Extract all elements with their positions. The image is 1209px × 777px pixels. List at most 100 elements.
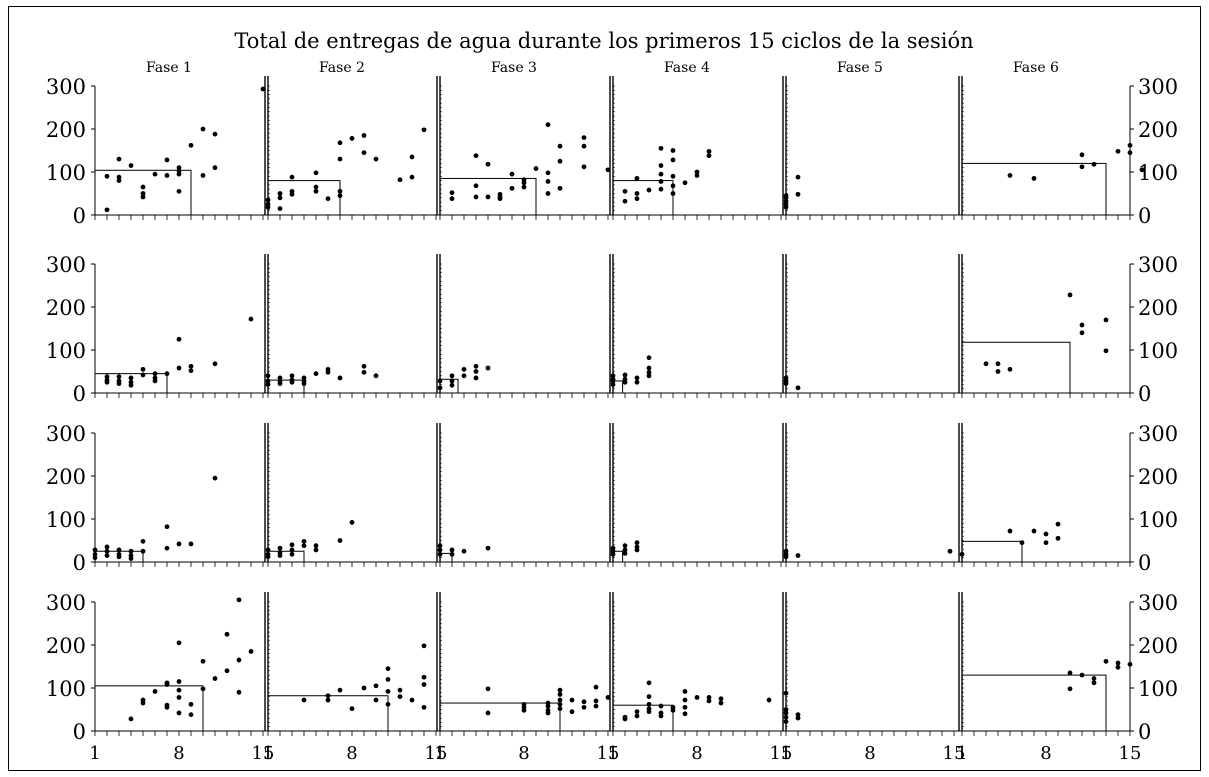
data-point: [1031, 176, 1037, 181]
data-point: [337, 193, 343, 199]
data-point: [1067, 670, 1073, 676]
mean-box: [439, 702, 561, 732]
x-tick-label: 1: [780, 743, 791, 764]
data-point: [397, 687, 403, 693]
data-point: [385, 689, 391, 694]
data-point: [473, 363, 479, 369]
data-point: [533, 166, 539, 171]
data-point: [289, 191, 295, 197]
data-point: [313, 543, 319, 549]
data-point: [449, 547, 455, 553]
y-tick-label-left: 300: [46, 422, 86, 446]
data-point: [658, 186, 664, 192]
data-point: [670, 148, 676, 153]
panel-title: Fase 3: [491, 60, 537, 76]
data-point: [236, 597, 242, 603]
data-point: [325, 369, 331, 375]
x-tick-label: 15: [425, 743, 448, 764]
data-point: [385, 677, 391, 682]
data-point: [1115, 148, 1121, 154]
data-point: [646, 709, 652, 715]
data-point: [385, 666, 391, 672]
data-point: [485, 194, 491, 200]
y-tick-label-left: 0: [73, 720, 86, 744]
y-tick-label-left: 100: [46, 161, 86, 185]
data-point: [176, 679, 182, 684]
data-point: [509, 185, 515, 191]
data-point: [385, 701, 391, 707]
data-point: [260, 86, 266, 92]
data-point: [224, 668, 230, 674]
x-tick-label: 1: [89, 743, 100, 764]
data-point: [461, 548, 467, 554]
data-point: [1127, 661, 1133, 667]
data-point: [783, 707, 789, 712]
data-point: [473, 153, 479, 159]
data-point: [634, 379, 640, 385]
data-point: [128, 382, 134, 388]
data-point: [140, 548, 146, 554]
data-point: [437, 547, 443, 553]
data-point: [373, 697, 379, 703]
data-point: [104, 374, 110, 380]
data-point: [449, 190, 455, 196]
data-point: [152, 689, 158, 694]
data-point: [449, 382, 455, 388]
data-point: [289, 174, 295, 180]
y-tick-label-right: 300: [1138, 591, 1178, 615]
data-point: [557, 692, 563, 697]
mean-box: [439, 177, 537, 216]
chart-title: Total de entregas de agua durante los pr…: [234, 29, 973, 53]
data-point: [545, 191, 551, 196]
data-point: [995, 361, 1001, 367]
data-point: [176, 687, 182, 693]
data-point: [421, 682, 427, 687]
data-point: [670, 191, 676, 196]
data-point: [557, 697, 563, 703]
data-point: [437, 543, 443, 549]
data-point: [313, 184, 319, 190]
data-point: [622, 188, 628, 194]
data-point: [397, 694, 403, 699]
data-point: [128, 163, 134, 168]
data-point: [646, 680, 652, 686]
data-point: [622, 543, 628, 549]
data-point: [437, 378, 443, 384]
data-point: [421, 643, 427, 649]
data-point: [473, 369, 479, 374]
y-tick-label-left: 200: [46, 296, 86, 320]
data-point: [1079, 672, 1085, 678]
data-point: [983, 361, 989, 367]
data-point: [224, 631, 230, 637]
y-tick-label-left: 100: [46, 677, 86, 701]
data-point: [1031, 528, 1037, 534]
mean-box: [439, 552, 453, 563]
data-point: [646, 369, 652, 375]
y-tick-label-right: 0: [1138, 720, 1151, 744]
x-tick-label: 15: [597, 743, 620, 764]
data-point: [581, 704, 587, 710]
x-tick-label: 8: [346, 743, 357, 764]
data-point: [128, 556, 134, 561]
data-point: [164, 545, 170, 551]
data-point: [116, 554, 122, 560]
data-point: [569, 697, 575, 703]
data-point: [1043, 531, 1049, 537]
data-point: [397, 177, 403, 183]
data-point: [265, 373, 271, 379]
data-point: [437, 551, 443, 557]
data-point: [783, 554, 789, 560]
data-point: [521, 707, 527, 713]
data-point: [658, 713, 664, 719]
data-point: [947, 548, 953, 554]
data-point: [373, 156, 379, 162]
data-point: [313, 371, 319, 377]
y-tick-label-left: 200: [46, 118, 86, 142]
data-point: [361, 150, 367, 156]
data-point: [473, 375, 479, 381]
data-point: [1103, 658, 1109, 664]
data-point: [569, 709, 575, 715]
data-point: [337, 538, 343, 543]
data-point: [176, 165, 182, 171]
data-point: [795, 385, 801, 391]
